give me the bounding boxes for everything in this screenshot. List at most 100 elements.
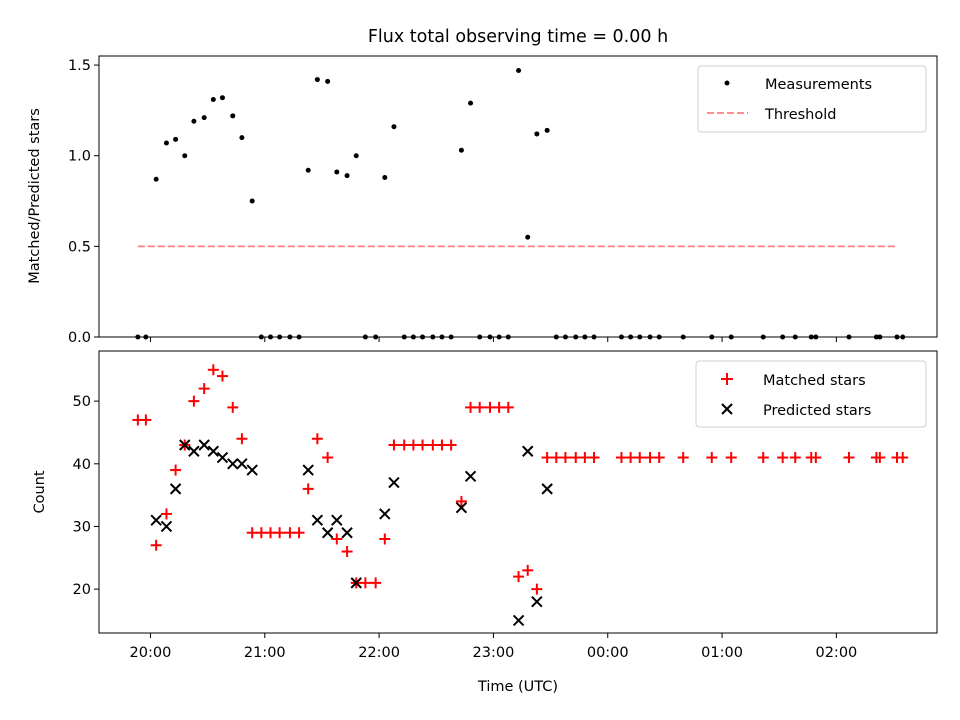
matched-star-point — [653, 452, 665, 464]
matched-star-point — [198, 383, 210, 395]
matched-star-point — [474, 401, 486, 413]
predicted-star-point — [246, 464, 258, 476]
matched-star-point — [588, 452, 600, 464]
measurement-point — [410, 334, 416, 340]
measurement-point — [258, 334, 264, 340]
predicted-star-point — [321, 527, 334, 539]
matched-star-point — [789, 452, 801, 464]
predicted-star-point — [150, 514, 162, 526]
count-y-tick-label: 50 — [73, 394, 91, 410]
predicted-star-point — [512, 614, 525, 627]
measurement-point — [656, 334, 662, 340]
measurement-point — [637, 334, 643, 340]
predicted-star-point — [216, 451, 229, 464]
matched-star-point — [777, 452, 789, 464]
measurement-point — [591, 334, 597, 340]
ratio-legend-frame — [697, 65, 927, 133]
matched-star-point — [188, 395, 200, 407]
matched-star-point — [302, 483, 314, 495]
measurement-point — [709, 334, 715, 340]
measurement-point — [210, 97, 216, 103]
matched-star-point — [311, 433, 323, 445]
measurement-point — [277, 334, 283, 340]
predicted-star-point — [188, 445, 200, 457]
ratio-panel-frame — [98, 55, 938, 338]
measurement-point — [249, 198, 255, 204]
predicted-star-point — [379, 508, 391, 520]
measurement-point — [373, 334, 379, 340]
measurement-point — [900, 334, 906, 340]
x-tick-label: 23:00 — [473, 645, 515, 661]
ratio-x-axis — [149, 337, 837, 342]
matched-star-point — [677, 452, 689, 464]
measurement-point — [873, 334, 879, 340]
measurement-point — [468, 100, 474, 106]
measurement-point — [496, 334, 502, 340]
matched-star-point — [293, 527, 305, 539]
measurement-point — [191, 118, 197, 124]
measurement-point — [153, 176, 159, 182]
matched-star-point — [513, 571, 525, 583]
matched-star-point — [531, 583, 543, 595]
measurement-point — [163, 140, 169, 146]
predicted-star-point — [302, 464, 314, 476]
ratio-plot-area — [135, 68, 906, 340]
measurement-point — [792, 334, 798, 340]
predicted-star-point — [455, 501, 468, 514]
measurement-point — [534, 131, 540, 137]
ratio-y-axis-label: Matched/Predicted stars — [27, 108, 43, 284]
predicted-star-point — [227, 458, 239, 470]
measurement-point — [780, 334, 786, 340]
ratio-legend: Measurements Threshold — [697, 65, 927, 133]
matched-star-point — [322, 452, 334, 464]
matched-star-point — [207, 364, 219, 376]
matched-star-point — [170, 464, 182, 476]
matched-star-point — [810, 452, 822, 464]
legend-matched-marker — [721, 373, 733, 385]
matched-star-point — [757, 452, 769, 464]
matched-star-point — [140, 414, 152, 426]
matched-star-point — [897, 452, 909, 464]
measurement-point — [448, 334, 454, 340]
measurement-point — [582, 334, 588, 340]
measurement-point — [728, 334, 734, 340]
matched-star-point — [634, 452, 646, 464]
measurement-point — [680, 334, 686, 340]
measurement-point — [305, 167, 311, 173]
measurement-point — [135, 334, 141, 340]
matched-star-point — [274, 527, 286, 539]
x-tick-label: 20:00 — [130, 645, 172, 661]
matched-star-point — [331, 533, 343, 545]
ratio-y-tick-label: 1.5 — [68, 58, 91, 74]
measurement-point — [239, 135, 245, 141]
measurement-point — [647, 334, 653, 340]
legend-measurements-label: Measurements — [765, 77, 872, 93]
matched-star-point — [874, 452, 886, 464]
x-axis-label: Time (UTC) — [477, 679, 558, 695]
ratio-y-tick-label: 0.0 — [68, 330, 91, 346]
count-plot-area — [132, 364, 909, 627]
x-tick-label: 01:00 — [701, 645, 743, 661]
measurement-point — [314, 77, 320, 83]
matched-star-point — [522, 564, 534, 576]
predicted-star-point — [541, 483, 553, 495]
measurement-point — [430, 334, 436, 340]
measurement-point — [201, 115, 207, 121]
measurement-point — [353, 153, 359, 159]
count-legend: Matched stars Predicted stars — [695, 360, 927, 428]
measurement-point — [334, 169, 340, 175]
measurement-point — [516, 68, 522, 74]
legend-matched-label: Matched stars — [763, 373, 866, 389]
predicted-star-point — [522, 445, 534, 457]
measurement-point — [267, 334, 273, 340]
matched-star-point — [227, 401, 239, 413]
count-panel-frame — [98, 350, 938, 634]
legend-predicted-label: Predicted stars — [763, 403, 871, 419]
predicted-star-point — [160, 520, 173, 533]
predicted-star-point — [341, 527, 353, 539]
measurement-point — [505, 334, 511, 340]
legend-threshold-label: Threshold — [764, 107, 836, 123]
matched-star-point — [843, 452, 855, 464]
measurement-point — [143, 334, 149, 340]
